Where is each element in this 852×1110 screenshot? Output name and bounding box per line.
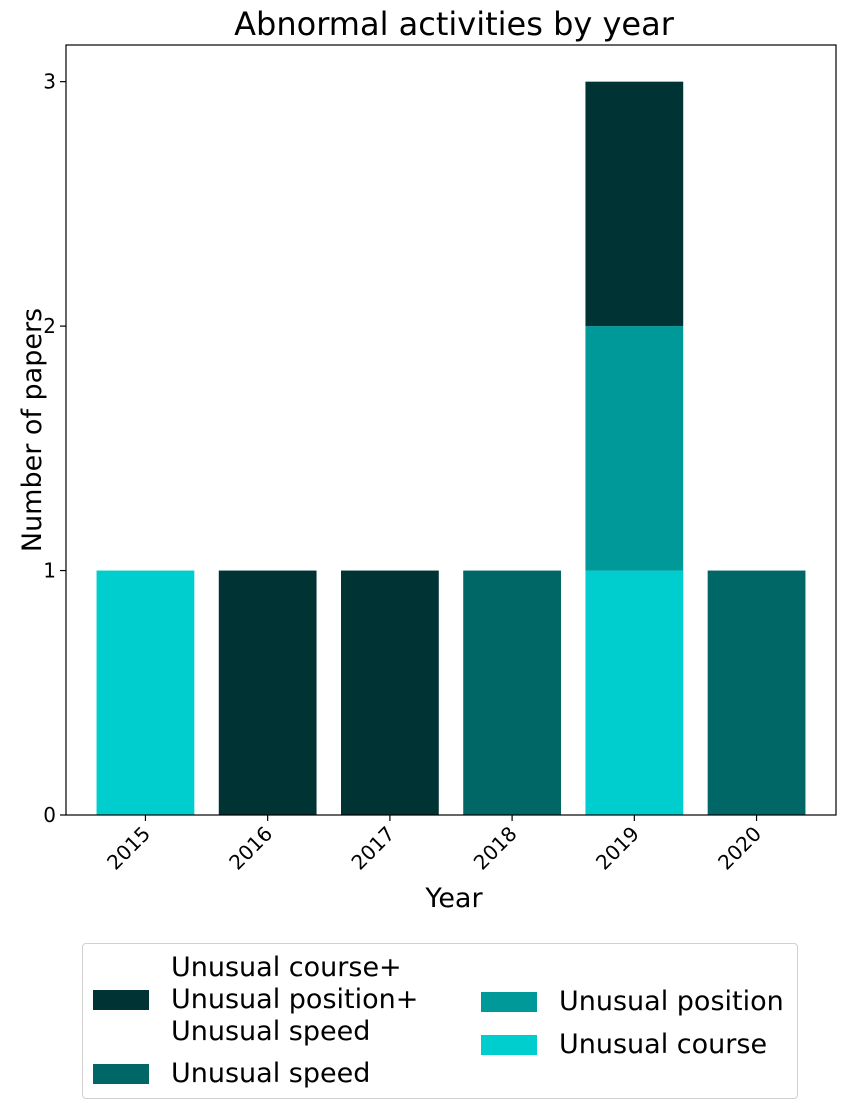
bar-2019-unusual-course [585,570,684,815]
y-axis-ticks: 0 1 2 3 [43,70,66,827]
y-tick-label-2: 2 [43,314,56,338]
legend: Unusual course+ Unusual position+ Unusua… [82,943,798,1099]
legend-label: Unusual course+ Unusual position+ Unusua… [171,952,419,1047]
chart-title: Abnormal activities by year [234,5,675,43]
legend-label: Unusual course [559,1029,768,1060]
bars-layer [96,81,806,815]
y-axis-label: Number of papers [17,308,48,552]
bar-2016-unusual-course [218,570,317,815]
legend-item-combined: Unusual course+ Unusual position+ Unusua… [93,952,418,1048]
legend-item-unusual-position: Unusual position [481,986,784,1018]
y-tick-label-1: 1 [43,559,56,583]
legend-item-unusual-speed: Unusual speed [93,1058,370,1090]
legend-label: Unusual position [559,986,784,1017]
legend-swatch [93,990,149,1010]
x-tick-label-2019: 2019 [591,822,644,875]
bar-2019-unusual-course [585,81,684,327]
legend-item-unusual-course: Unusual course [481,1029,767,1061]
legend-swatch [93,1064,149,1084]
bar-2015-unusual-course [96,570,195,815]
x-tick-label-2016: 2016 [224,822,277,875]
x-axis-ticks: 2015 2016 2017 2018 2019 2020 [102,815,766,875]
x-tick-label-2020: 2020 [713,822,766,875]
legend-label: Unusual speed [171,1058,371,1089]
x-tick-label-2015: 2015 [102,822,155,875]
y-tick-label-3: 3 [43,70,56,94]
y-tick-label-0: 0 [43,803,56,827]
plot-area-frame [65,44,837,816]
bar-2017-unusual-course [341,570,439,815]
x-tick-label-2017: 2017 [346,822,399,875]
legend-swatch [481,1035,537,1055]
chart: 2015 2016 2017 2018 2019 2020 0 1 2 3 Abnormal a… [17,5,837,914]
legend-swatch [481,992,537,1012]
x-tick-label-2018: 2018 [469,822,522,875]
bar-2019-unusual-position [585,326,684,571]
bar-2018-unusual-speed [463,570,561,815]
bar-2020-unusual-speed [707,570,806,815]
x-axis-label: Year [424,883,483,914]
